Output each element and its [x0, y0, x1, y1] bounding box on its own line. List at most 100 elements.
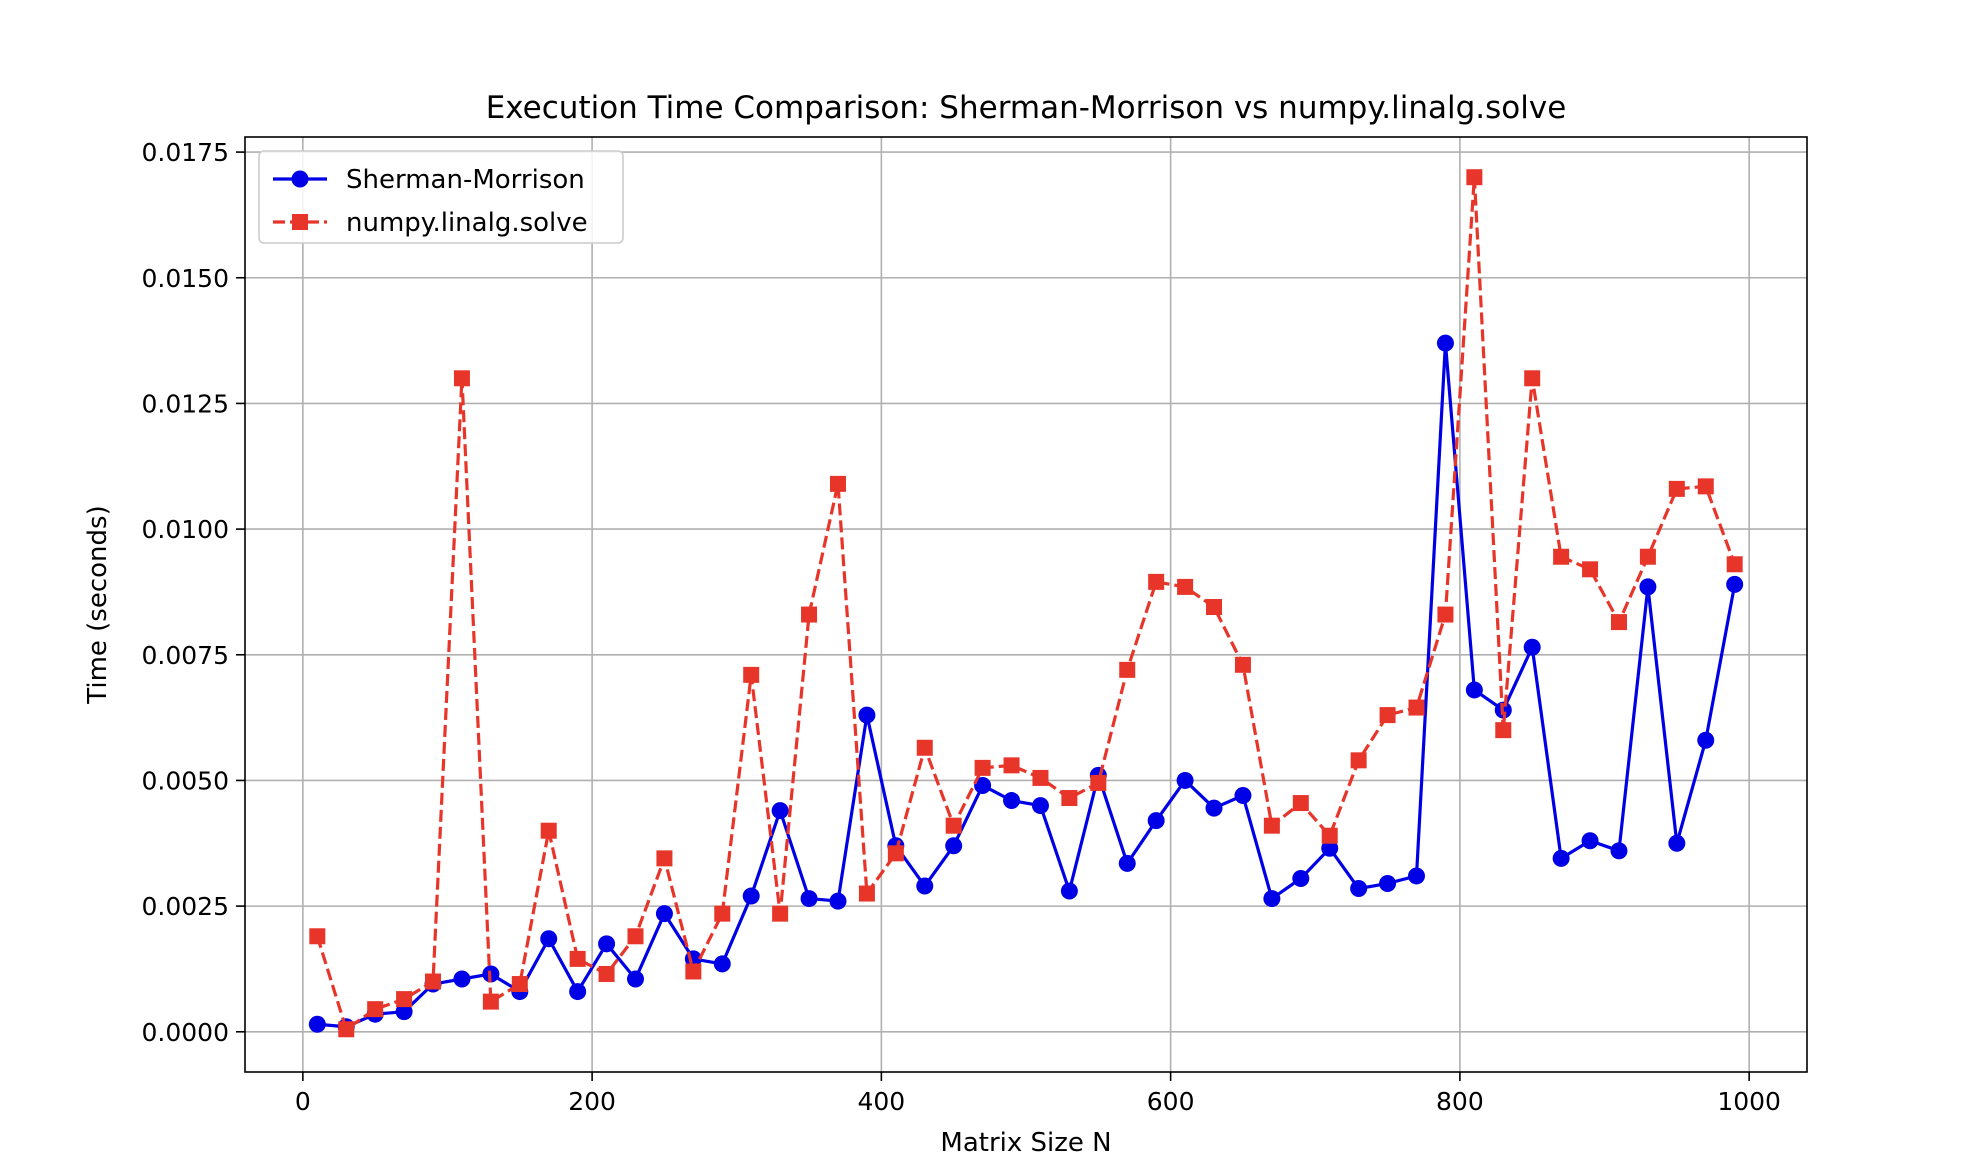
data-point — [1523, 638, 1541, 656]
data-point — [1350, 880, 1368, 898]
data-point — [656, 850, 673, 867]
data-point — [772, 905, 789, 922]
data-point — [598, 935, 616, 953]
data-point — [627, 970, 644, 988]
data-point — [598, 965, 615, 982]
y-tick-label: 0.0000 — [142, 1018, 229, 1047]
data-point — [974, 759, 991, 776]
grid — [245, 137, 1807, 1072]
legend-box — [258, 150, 624, 244]
data-point — [1234, 787, 1252, 805]
data-point — [1408, 867, 1425, 885]
data-point — [1263, 890, 1281, 908]
data-point — [1119, 661, 1136, 678]
axes: 0 200 400 600 800 1000 0.0000 0.0025 0.0050 0.007… — [142, 138, 1781, 1116]
data-point — [1697, 731, 1715, 749]
x-tick-label: 400 — [858, 1087, 906, 1116]
data-point — [1003, 757, 1020, 774]
data-point — [453, 370, 470, 387]
data-point — [916, 877, 934, 895]
data-point — [742, 887, 760, 905]
x-axis-label: Matrix Size N — [940, 1128, 1111, 1158]
data-point — [511, 976, 528, 993]
data-point — [395, 1003, 413, 1021]
data-point — [1495, 722, 1512, 739]
data-point — [1177, 578, 1194, 595]
data-point — [1321, 827, 1338, 844]
data-point — [1148, 573, 1165, 590]
data-point — [1697, 478, 1714, 495]
data-point — [1118, 854, 1136, 872]
x-tick-label: 800 — [1436, 1087, 1484, 1116]
y-tick-label: 0.0125 — [142, 389, 229, 418]
plot-frame — [244, 136, 1808, 1073]
data-point — [1553, 548, 1570, 565]
data-point — [1726, 575, 1744, 593]
y-tick-label: 0.0050 — [142, 766, 229, 795]
data-point — [1639, 578, 1657, 596]
data-point — [1581, 832, 1599, 850]
data-point — [1639, 548, 1656, 565]
legend: Sherman-Morrison numpy.linalg.solve — [258, 150, 624, 244]
data-point — [887, 845, 904, 862]
data-point — [1379, 707, 1396, 724]
y-tick-label: 0.0150 — [142, 264, 229, 293]
data-point — [1090, 774, 1107, 791]
data-point — [1003, 792, 1021, 810]
data-point — [569, 950, 586, 967]
data-point — [1408, 699, 1425, 716]
data-point — [1436, 334, 1454, 352]
data-point — [540, 822, 557, 839]
data-point — [1060, 882, 1078, 900]
data-point — [829, 475, 846, 492]
data-point — [713, 955, 731, 973]
data-point — [800, 890, 818, 908]
data-point — [1466, 169, 1483, 186]
data-point — [743, 666, 760, 683]
data-point — [974, 776, 992, 794]
data-point — [1726, 556, 1743, 573]
legend-entry: numpy.linalg.solve — [273, 208, 588, 238]
y-tick-label: 0.0025 — [142, 892, 229, 921]
series-line — [315, 175, 1737, 1031]
data-point — [627, 928, 644, 945]
data-point — [1465, 681, 1483, 699]
data-point — [1379, 874, 1397, 892]
legend-entry: Sherman-Morrison — [273, 165, 585, 195]
x-tick-label: 0 — [295, 1087, 311, 1116]
data-point — [916, 739, 933, 756]
data-point — [1263, 817, 1280, 834]
data-point — [425, 973, 442, 990]
legend-label: numpy.linalg.solve — [346, 208, 588, 238]
series-layer — [308, 169, 1744, 1038]
data-point — [685, 963, 702, 980]
x-tick-label: 600 — [1147, 1087, 1195, 1116]
data-point — [309, 928, 326, 945]
legend-marker — [292, 214, 308, 230]
x-tick-label: 1000 — [1717, 1087, 1781, 1116]
data-point — [858, 706, 876, 724]
data-point — [1031, 797, 1049, 815]
legend-label: Sherman-Morrison — [346, 165, 585, 195]
data-point — [1668, 834, 1686, 852]
y-tick-label: 0.0075 — [142, 641, 229, 670]
data-point — [945, 817, 962, 834]
data-point — [1205, 799, 1223, 817]
chart-title: Execution Time Comparison: Sherman-Morri… — [486, 90, 1567, 126]
data-point — [1552, 849, 1570, 867]
data-point — [1610, 842, 1628, 860]
y-axis-label: Time (seconds) — [83, 505, 113, 704]
data-point — [1668, 480, 1685, 497]
data-point — [540, 930, 558, 948]
series-sherman-morrison — [308, 334, 1744, 1036]
data-point — [453, 970, 471, 988]
data-point — [338, 1021, 355, 1038]
x-tick-label: 200 — [568, 1087, 616, 1116]
series-numpy-linalg-solve — [309, 169, 1743, 1038]
data-point — [1234, 656, 1251, 673]
data-point — [367, 1001, 384, 1018]
data-point — [1610, 614, 1627, 631]
data-point — [714, 905, 731, 922]
data-point — [396, 991, 413, 1008]
